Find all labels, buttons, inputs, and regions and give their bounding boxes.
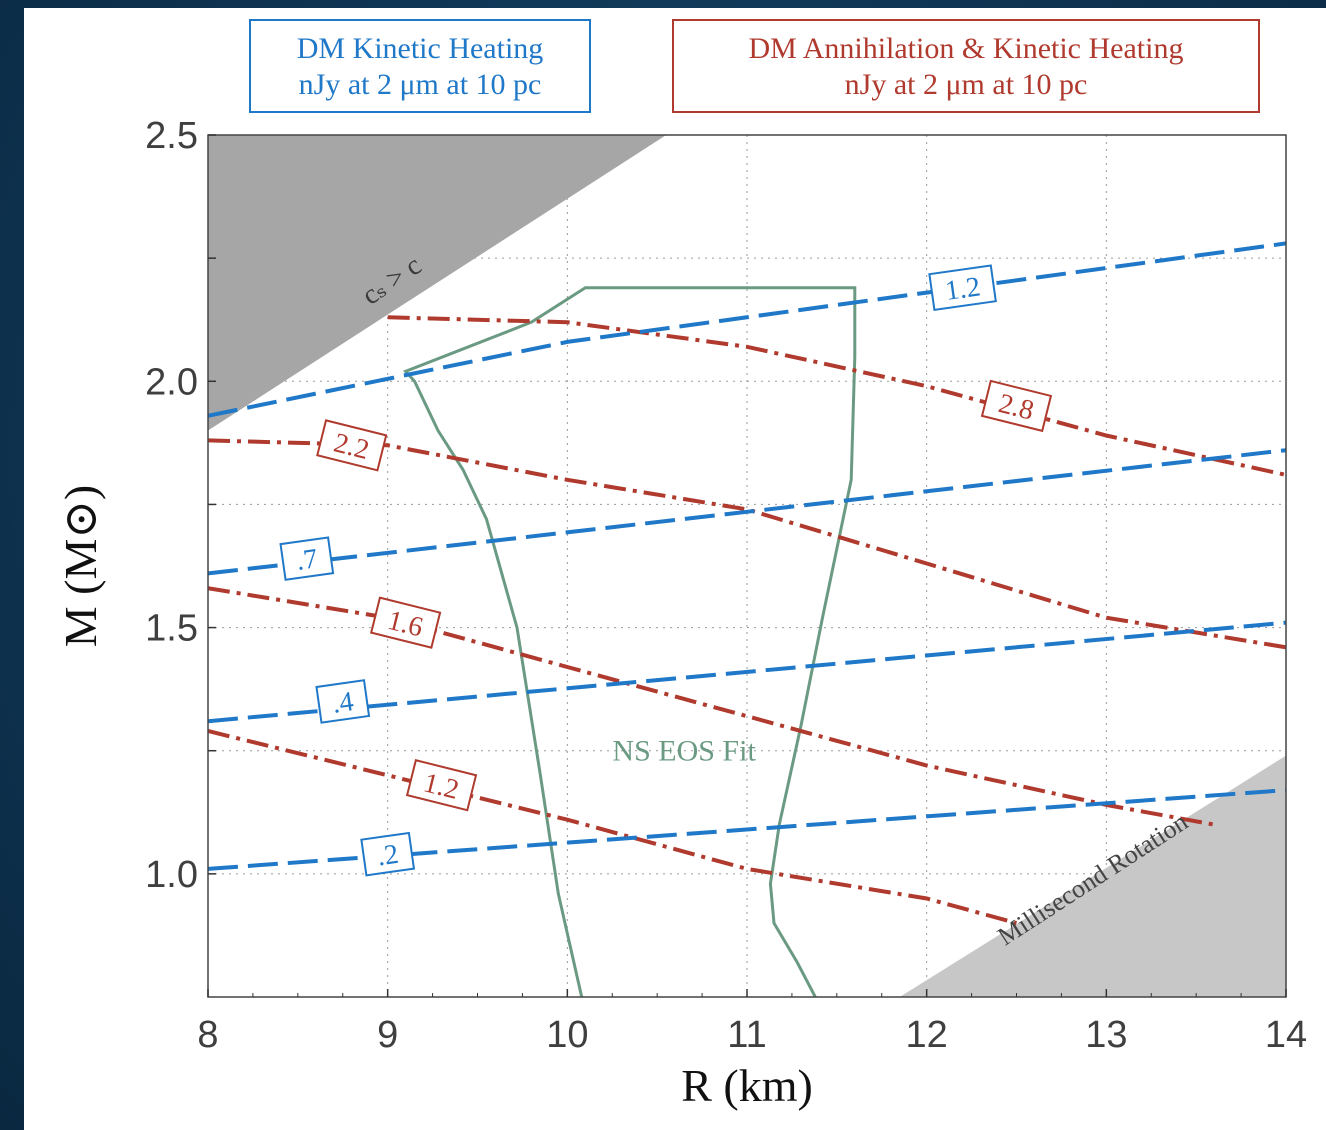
eos-fit-line — [403, 286, 857, 997]
legend-kinetic-units: nJy at 2 μm at 10 pc — [299, 68, 542, 101]
legend-kinetic-title: DM Kinetic Heating — [297, 32, 544, 65]
x-tick-label: 12 — [906, 1014, 948, 1056]
causality-region — [208, 135, 667, 431]
kinetic-contour-label-group: .7 — [279, 536, 335, 581]
x-tick-label: 11 — [727, 1014, 766, 1056]
y-axis-title: M (M⊙) — [55, 485, 106, 647]
legend-kinetic-frame — [249, 19, 591, 113]
y-tick-label: 1.0 — [145, 854, 198, 896]
kinetic-contour-label: 1.2 — [943, 271, 982, 307]
x-tick-label: 10 — [546, 1014, 588, 1056]
kinetic-contour-label-group: .4 — [315, 679, 371, 724]
kinetic-contour-label-box — [360, 831, 416, 877]
kinetic-contour-label-box — [315, 679, 371, 724]
kinetic-contour-label: .2 — [375, 839, 400, 873]
annihilation-contour-label-box — [980, 379, 1053, 433]
legend-annihilation-frame — [672, 19, 1260, 113]
annihilation-contour-line — [387, 315, 1286, 477]
kinetic-contour-line — [208, 241, 1286, 418]
kinetic-contour-line — [208, 448, 1286, 576]
x-tick-label: 14 — [1265, 1014, 1307, 1056]
y-tick-label: 2.5 — [145, 115, 198, 157]
y-tick-label: 2.0 — [145, 361, 198, 403]
kinetic-contour-label-group: 1.2 — [928, 264, 997, 311]
millisecond-rotation-region — [899, 755, 1286, 997]
legend-annihilation-units: nJy at 2 μm at 10 pc — [845, 68, 1088, 101]
x-tick-label: 13 — [1085, 1014, 1127, 1056]
annihilation-contour-label-group: 2.2 — [316, 419, 388, 472]
kinetic-contour-label-box — [279, 536, 335, 581]
annihilation-contour-label-box — [316, 419, 388, 472]
x-tick-label: 8 — [197, 1014, 218, 1056]
annihilation-contour-label-group: 1.6 — [369, 596, 442, 649]
legend-annihilation-title: DM Annihilation & Kinetic Heating — [749, 32, 1184, 65]
chart-figure: cₛ > c Millisecond Rotation NS EOS Fit 1.2 1… — [24, 8, 1326, 1130]
kinetic-contour-line — [208, 620, 1286, 724]
annihilation-contour-label-box — [369, 596, 442, 649]
eos-fit-label: NS EOS Fit — [612, 735, 756, 768]
y-tick-label: 1.5 — [145, 608, 198, 650]
annihilation-contour-line — [208, 438, 1286, 650]
annihilation-contour-label-group: 2.8 — [980, 379, 1053, 433]
kinetic-contour-label: .4 — [330, 686, 355, 720]
kinetic-contour-label: .7 — [294, 543, 319, 577]
kinetic-contour-label-group: .2 — [360, 831, 416, 877]
x-axis-title: R (km) — [681, 1060, 813, 1111]
annihilation-contour-label-group: 1.2 — [405, 759, 478, 812]
annihilation-contour-label-box — [405, 759, 478, 812]
x-tick-label: 9 — [377, 1014, 398, 1056]
plot-content — [208, 135, 1286, 997]
kinetic-contour-label-box — [928, 264, 997, 311]
